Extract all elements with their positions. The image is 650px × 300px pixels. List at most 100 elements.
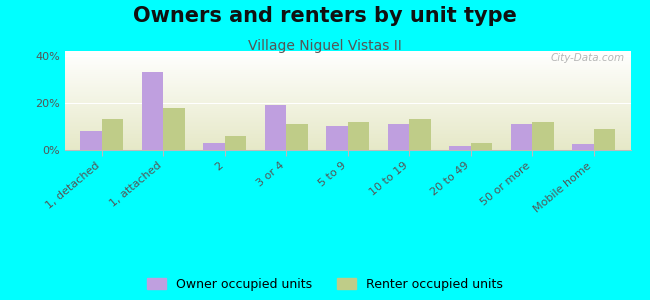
Bar <box>65 54 630 55</box>
Bar <box>65 104 630 105</box>
Bar <box>65 60 630 61</box>
Bar <box>65 68 630 69</box>
Bar <box>65 90 630 91</box>
Bar <box>65 65 630 66</box>
Bar <box>65 140 630 141</box>
Bar <box>511 124 532 150</box>
Bar <box>65 107 630 108</box>
Bar <box>65 114 630 115</box>
Bar <box>65 70 630 71</box>
Bar <box>65 115 630 116</box>
Text: Village Niguel Vistas II: Village Niguel Vistas II <box>248 39 402 53</box>
Bar <box>81 131 102 150</box>
Bar <box>65 133 630 134</box>
Bar <box>65 61 630 62</box>
Bar <box>65 143 630 144</box>
Bar <box>65 120 630 121</box>
Bar <box>65 130 630 131</box>
Bar <box>65 57 630 58</box>
Bar <box>65 52 630 53</box>
Bar <box>65 79 630 80</box>
Bar <box>65 110 630 111</box>
Bar <box>65 66 630 67</box>
Bar <box>65 82 630 83</box>
Bar <box>65 75 630 76</box>
Bar <box>532 122 554 150</box>
Bar <box>65 118 630 119</box>
Bar <box>65 74 630 75</box>
Bar <box>65 59 630 60</box>
Bar <box>65 98 630 99</box>
Bar <box>65 56 630 57</box>
Bar <box>65 102 630 103</box>
Bar <box>65 69 630 70</box>
Bar <box>326 126 348 150</box>
Bar <box>65 91 630 92</box>
Bar <box>65 85 630 86</box>
Bar <box>65 61 630 62</box>
Bar <box>65 135 630 136</box>
Bar <box>65 148 630 149</box>
Bar <box>65 100 630 101</box>
Bar <box>65 147 630 148</box>
Bar <box>65 126 630 127</box>
Bar <box>449 146 471 150</box>
Bar <box>65 134 630 135</box>
Bar <box>387 124 410 150</box>
Bar <box>593 129 615 150</box>
Bar <box>65 78 630 79</box>
Bar <box>65 89 630 90</box>
Bar <box>65 94 630 95</box>
Bar <box>65 87 630 88</box>
Bar <box>65 116 630 117</box>
Bar <box>65 71 630 72</box>
Bar <box>65 146 630 147</box>
Bar <box>65 84 630 85</box>
Bar <box>65 72 630 73</box>
Bar <box>65 88 630 89</box>
Bar <box>65 96 630 97</box>
Bar <box>65 77 630 78</box>
Bar <box>65 136 630 137</box>
Bar <box>65 129 630 130</box>
Bar <box>65 131 630 132</box>
Bar <box>65 122 630 123</box>
Bar <box>65 113 630 114</box>
Bar <box>65 64 630 65</box>
Text: Owners and renters by unit type: Owners and renters by unit type <box>133 6 517 26</box>
Bar <box>65 111 630 112</box>
Bar <box>65 112 630 113</box>
Bar <box>65 128 630 129</box>
Bar <box>65 99 630 100</box>
Bar <box>65 92 630 93</box>
Bar <box>65 108 630 109</box>
Bar <box>65 81 630 82</box>
Bar <box>65 83 630 84</box>
Bar <box>65 125 630 126</box>
Bar <box>65 145 630 146</box>
Bar <box>65 138 630 139</box>
Bar <box>572 144 593 150</box>
Bar <box>65 95 630 96</box>
Bar <box>163 108 185 150</box>
Bar <box>65 58 630 59</box>
Bar <box>65 149 630 150</box>
Bar <box>65 63 630 64</box>
Bar <box>348 122 369 150</box>
Bar <box>65 144 630 145</box>
Bar <box>265 105 286 150</box>
Bar <box>65 105 630 106</box>
Bar <box>65 117 630 118</box>
Bar <box>471 143 492 150</box>
Bar <box>225 136 246 150</box>
Bar <box>65 67 630 68</box>
Bar <box>65 106 630 107</box>
Bar <box>286 124 308 150</box>
Bar <box>203 143 225 150</box>
Bar <box>65 141 630 142</box>
Bar <box>65 76 630 77</box>
Bar <box>65 97 630 98</box>
Bar <box>65 62 630 63</box>
Bar <box>65 53 630 54</box>
Text: City-Data.com: City-Data.com <box>551 53 625 63</box>
